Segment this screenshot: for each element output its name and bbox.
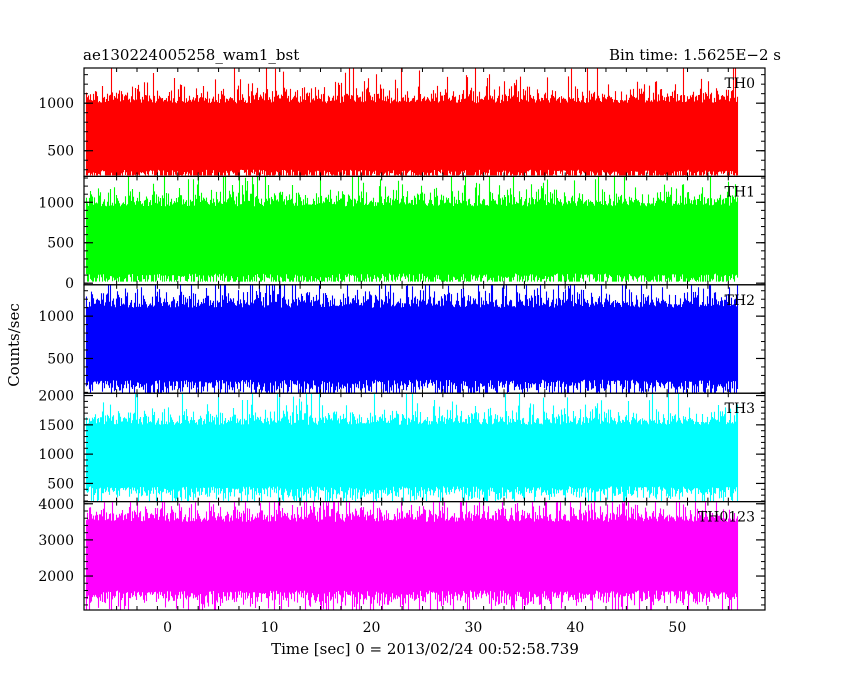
x-tick-label: 50 [668,620,686,636]
panel-th2: 500 1000 TH2 [38,284,766,394]
panel-th0123: 2000 3000 4000 TH0123 [38,497,766,611]
plot-title-right: Bin time: 1.5625E−2 s [609,46,781,64]
series-th3 [85,393,739,501]
y-tick-label: 500 [47,476,74,492]
x-tick-label: 10 [261,620,279,636]
panel-frame [83,501,766,611]
panel-stack: 500 1000 TH0 0 500 1000 TH1 500 1000 TH2 500 1000 15… [38,67,766,611]
panel-label-th0123: TH0123 [698,510,755,526]
series-th0123 [85,502,739,610]
panel-th3: 500 1000 1500 2000 TH3 [38,389,766,503]
panel-label-th2: TH2 [725,293,755,309]
y-axis-label: Counts/sec [5,303,23,387]
y-tick-label: 2000 [38,389,74,405]
y-tick-label: 1500 [38,418,74,434]
x-tick-label: 0 [163,620,172,636]
y-tick-label: 1000 [38,96,74,112]
y-tick-label: 3000 [38,533,74,549]
y-tick-label: 1000 [38,447,74,463]
series-th1 [85,176,739,282]
x-tick-label: 40 [566,620,584,636]
x-axis: 0 10 20 30 40 50 [163,620,686,636]
y-tick-label: 1000 [38,309,74,325]
y-tick-label: 1000 [38,195,74,211]
panel-th0: 500 1000 TH0 [38,67,766,178]
panel-th1: 0 500 1000 TH1 [38,175,766,292]
y-tick-label: 500 [47,236,74,252]
x-axis-label: Time [sec] 0 = 2013/02/24 00:52:58.739 [271,640,579,658]
series-th0 [85,68,739,176]
panel-label-th0: TH0 [725,76,755,92]
x-tick-label: 20 [363,620,381,636]
y-tick-label: 2000 [38,569,74,585]
x-tick-label: 30 [465,620,483,636]
y-tick-label: 4000 [38,497,74,513]
y-tick-label: 0 [65,276,74,292]
y-tick-label: 500 [47,351,74,367]
y-tick-label: 500 [47,144,74,160]
plot-title-left: ae130224005258_wam1_bst [83,46,299,64]
panel-label-th3: TH3 [725,401,755,417]
series-th2 [85,284,739,393]
panel-label-th1: TH1 [725,184,755,200]
